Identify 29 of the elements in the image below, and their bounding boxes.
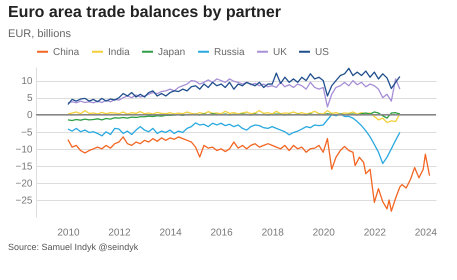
legend-label: Japan bbox=[158, 46, 186, 58]
legend-label: Russia bbox=[214, 46, 246, 58]
x-tick-label: 2020 bbox=[312, 228, 336, 238]
y-tick-label: −10 bbox=[16, 144, 33, 156]
legend-label: China bbox=[53, 46, 80, 58]
y-tick-label: −25 bbox=[16, 195, 33, 206]
x-tick-label: 2014 bbox=[159, 228, 182, 238]
x-tick-label: 2024 bbox=[414, 228, 438, 238]
legend-label: UK bbox=[273, 46, 288, 58]
y-tick-label: 5 bbox=[26, 93, 33, 104]
x-tick-label: 2012 bbox=[108, 228, 132, 238]
x-tick-label: 2016 bbox=[210, 228, 234, 238]
y-tick-label: −15 bbox=[16, 161, 33, 172]
chart-subtitle: EUR, billions bbox=[8, 28, 72, 40]
legend-label: India bbox=[108, 46, 130, 58]
x-tick-label: 2010 bbox=[57, 228, 80, 238]
line-series bbox=[67, 68, 401, 106]
line-series bbox=[67, 78, 401, 108]
y-tick-label: 10 bbox=[21, 76, 33, 88]
y-tick-label: 0 bbox=[26, 110, 33, 122]
y-tick-label: −5 bbox=[21, 127, 33, 138]
y-tick-label: −20 bbox=[16, 178, 33, 190]
x-tick-label: 2018 bbox=[262, 228, 284, 238]
line-series bbox=[67, 136, 430, 212]
x-tick-label: 2022 bbox=[364, 228, 386, 238]
source-note: Source: Samuel Indyk @seindyk bbox=[8, 242, 139, 252]
chart-title: Euro area trade balances by partner bbox=[8, 4, 281, 21]
line-series bbox=[67, 113, 401, 164]
legend-label: US bbox=[315, 46, 330, 58]
